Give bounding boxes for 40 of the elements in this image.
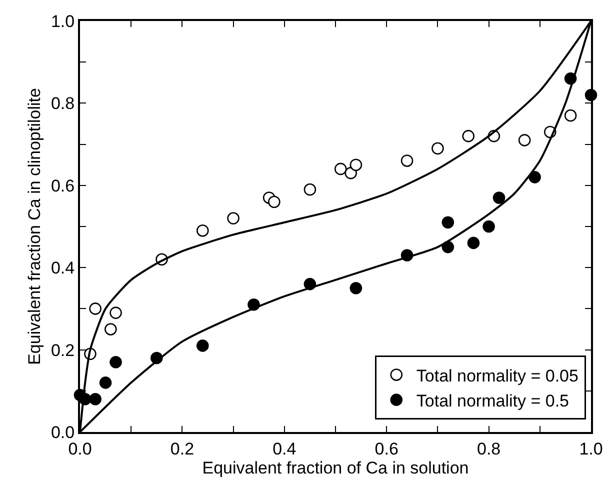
point <box>432 142 444 155</box>
point <box>304 183 316 196</box>
y-tick-label: 0.6 <box>50 176 75 196</box>
y-tick-label: 1.0 <box>50 12 75 31</box>
point <box>89 302 102 315</box>
point <box>462 130 475 142</box>
point <box>268 196 280 208</box>
point <box>442 216 454 229</box>
point <box>227 212 240 224</box>
point <box>492 192 506 204</box>
y-tick-label: 0.2 <box>50 340 75 360</box>
point <box>104 323 117 336</box>
point <box>196 224 209 237</box>
point <box>400 154 414 167</box>
y-axis-title: Equivalent fraction Ca in clinoptilolite <box>25 88 44 365</box>
y-tick-label: 0.8 <box>50 94 75 114</box>
point <box>110 306 122 319</box>
point <box>110 356 122 368</box>
x-tick-label: 0.4 <box>272 439 296 458</box>
point <box>564 109 577 122</box>
x-tick-label: 0.2 <box>170 439 194 458</box>
x-tick-label: 1.0 <box>579 439 603 458</box>
point <box>467 236 480 250</box>
y-tick-label: 0.0 <box>50 422 75 442</box>
point <box>334 162 347 176</box>
point <box>196 340 209 352</box>
x-tick-label: 0.6 <box>374 439 398 458</box>
legend-label: Total normality = 0.5 <box>416 391 569 410</box>
point <box>528 171 541 184</box>
x-tick-label: 0.0 <box>68 439 92 458</box>
point <box>350 282 362 294</box>
x-tick-label: 0.8 <box>476 439 501 458</box>
point <box>99 376 112 389</box>
legend-label: Total normality = 0.05 <box>416 366 578 386</box>
x-axis-title: Equivalent fraction of Ca in solution <box>202 458 469 478</box>
point <box>350 158 362 171</box>
point <box>482 220 495 233</box>
point <box>518 134 531 146</box>
point <box>89 392 102 406</box>
y-tick-label: 0.4 <box>50 258 75 278</box>
